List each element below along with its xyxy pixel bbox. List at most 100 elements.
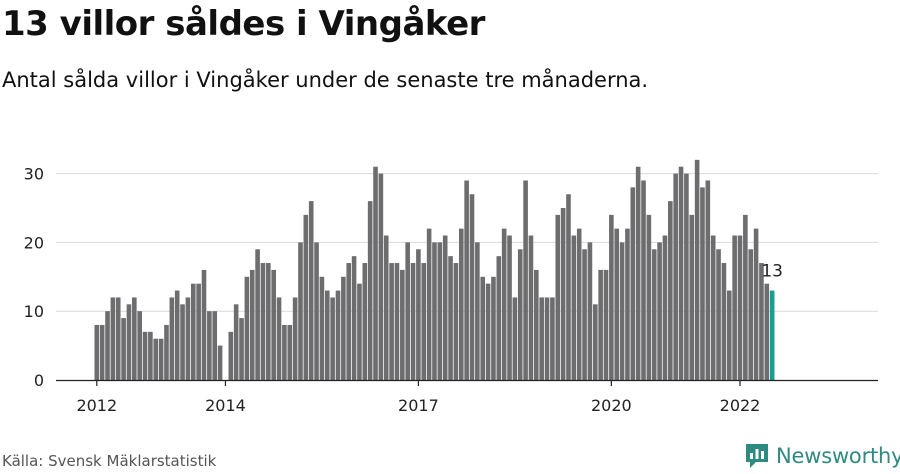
bar [539,297,544,380]
bar [555,214,561,380]
bar [132,297,137,380]
bar [105,311,110,380]
bar [764,283,770,380]
bar [244,276,250,380]
bar [475,242,480,380]
bar [689,214,695,380]
bar [158,338,164,380]
bar [196,283,201,380]
bar [314,242,319,380]
bar [357,283,362,380]
bar [260,263,266,380]
bar [416,249,421,380]
bar [190,283,196,380]
bar [694,159,700,380]
bar [394,263,400,380]
x-tick-label: 2012 [76,396,117,415]
bar [367,201,373,380]
bar [732,235,737,380]
bar [651,249,657,380]
bar [737,235,743,380]
bar [303,214,309,380]
bar [550,297,555,380]
bar [662,235,668,380]
bar [716,249,721,380]
bar [410,263,416,380]
bar [592,304,598,380]
bar [743,214,748,380]
bar [276,297,282,380]
bar [507,235,512,380]
bar [496,256,502,380]
brand-name: Newsworthy [776,444,900,468]
bar [485,283,491,380]
bar [207,311,212,380]
bar [598,269,603,380]
last-value-label: 13 [761,262,783,282]
bar [324,290,330,380]
bar [528,235,534,380]
bar [625,228,630,380]
bar [169,297,175,380]
bar [126,304,132,380]
x-tick-label: 2017 [398,396,439,415]
bar [684,173,689,380]
bar [180,304,185,380]
bar [282,324,287,380]
bar [292,297,298,380]
y-tick-label: 10 [24,302,44,321]
bar [700,187,705,380]
bar [469,194,475,380]
newsworthy-logo: Newsworthy [744,442,900,470]
bar [164,324,169,380]
bar [319,276,325,380]
bar [239,318,244,380]
chart-title: 13 villor såldes i Vingåker [2,4,485,44]
x-tick-label: 2020 [591,396,632,415]
bar [421,263,427,380]
bar [115,297,121,380]
bar [233,304,239,380]
bar [362,263,368,380]
bar [99,324,105,380]
bar [426,228,432,380]
source-note: Källa: Svensk Mäklarstatistik [2,452,217,470]
newsworthy-logo-icon [746,444,768,468]
bar [753,228,759,380]
bar [448,256,453,380]
y-tick-label: 20 [24,233,44,252]
y-tick-label: 0 [34,371,44,390]
bar [249,269,255,380]
bar [266,263,271,380]
bar [405,242,410,380]
x-tick-label: 2014 [205,396,246,415]
bar [630,187,636,380]
bar [603,269,609,380]
bar [534,269,539,380]
bar [582,249,587,380]
bar [566,194,571,380]
bar [464,180,469,380]
bar [148,331,153,380]
bar [646,214,652,380]
bar [287,324,293,380]
bar [641,180,646,380]
bar [142,331,148,380]
bar [458,228,464,380]
bar [560,208,566,380]
bar [137,311,142,380]
bar [442,235,448,380]
bar [437,242,443,380]
bar [308,201,314,380]
bar [609,214,614,380]
bar [668,201,673,380]
x-tick-label: 2022 [720,396,761,415]
bar [678,166,684,380]
bar [759,263,764,380]
bar [523,180,528,380]
bar [383,235,389,380]
bar [576,228,582,380]
bar [110,297,116,380]
bar [726,290,732,380]
bar [710,235,716,380]
